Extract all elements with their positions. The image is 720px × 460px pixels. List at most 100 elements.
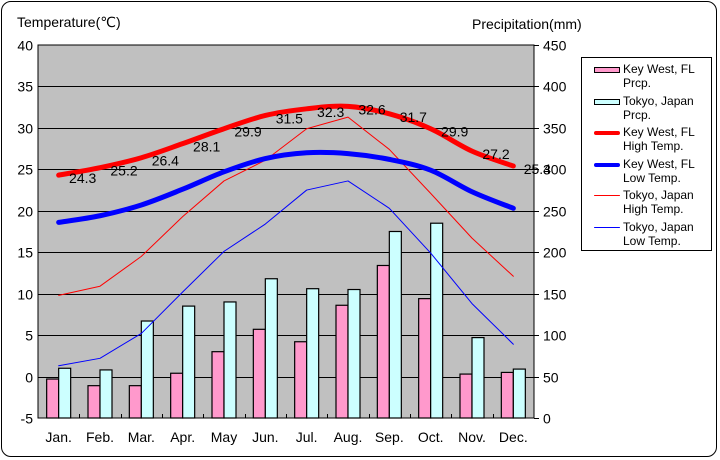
bar-tokyo-prcp	[140, 320, 154, 419]
bar-tokyo-prcp	[471, 336, 485, 419]
bar-tokyo-prcp	[264, 278, 278, 419]
legend-swatch-line	[594, 195, 620, 196]
x-tick-label: Feb.	[86, 429, 114, 445]
legend-swatch-line	[594, 226, 620, 228]
data-labels: 24.3 25.2 26.4 28.1 29.9 31.5 32.3 32.6 31.7 29.9…	[69, 101, 551, 186]
right-tick-label: 0	[543, 411, 551, 427]
left-axis-title: Temperature(℃)	[17, 14, 121, 30]
x-tick-label: Nov.	[458, 429, 486, 445]
temperature-lines	[56, 103, 516, 367]
key-west-fl-high-temp-line	[56, 103, 516, 178]
legend-swatch-line	[594, 162, 620, 167]
legend-label: High Temp.	[623, 202, 684, 216]
x-tick-label: Jan.	[45, 429, 71, 445]
key-west-fl-low-temp-line	[56, 149, 516, 225]
tokyo-japan-low-temp-line	[58, 180, 514, 367]
bar-tokyo-prcp	[58, 367, 72, 419]
legend-label: Tokyo, Japan	[623, 219, 694, 234]
bar-keywest-prcp	[211, 351, 225, 419]
legend-label: Key West, FL	[623, 62, 695, 76]
left-tick-label: 25	[17, 162, 33, 178]
x-tick-label: Apr.	[170, 429, 195, 445]
data-label-keywest-high: 27.2	[482, 146, 509, 162]
legend-item: Key West, FL Low Temp.	[582, 157, 711, 189]
left-tick-label: 15	[17, 245, 33, 261]
x-tick-label: Oct.	[418, 429, 444, 445]
legend-label: High Temp.	[623, 139, 684, 153]
bar-keywest-prcp	[170, 372, 184, 419]
right-tick-label: 100	[543, 328, 567, 344]
bar-tokyo-prcp	[430, 222, 444, 419]
right-tick-label: 150	[543, 287, 567, 303]
legend-swatch-bar	[594, 98, 620, 105]
bar-tokyo-prcp	[223, 301, 237, 419]
right-tick-label: 350	[543, 121, 567, 137]
x-tick-label: Jun.	[252, 429, 278, 445]
data-label-keywest-high: 32.3	[317, 104, 344, 120]
data-label-keywest-high: 24.3	[69, 170, 96, 186]
bar-keywest-prcp	[294, 341, 308, 419]
bar-tokyo-prcp	[182, 305, 196, 419]
legend-label: Low Temp.	[623, 233, 681, 248]
bar-keywest-prcp	[335, 304, 349, 419]
bar-keywest-prcp	[418, 298, 432, 419]
bar-keywest-prcp	[128, 385, 142, 419]
left-tick-label: 40	[17, 38, 33, 54]
x-tick-label: Sep.	[375, 429, 404, 445]
data-label-keywest-high: 25.2	[110, 163, 137, 179]
tokyo-japan-high-temp-line	[58, 116, 514, 296]
legend-item: Key West, FL Prcp.	[582, 62, 711, 94]
bar-keywest-prcp	[252, 328, 266, 419]
legend-swatch-line	[594, 131, 620, 135]
plot-area	[37, 44, 535, 419]
left-tick-label: 0	[25, 370, 33, 386]
bar-tokyo-prcp	[347, 288, 361, 419]
x-axis-ticks: Jan. Feb. Mar. Apr. May Jun. Jul. Aug. Sep. Oct. N…	[45, 414, 528, 445]
right-tick-label: 50	[543, 370, 559, 386]
legend-label: Key West, FL	[623, 156, 695, 171]
legend-label: Low Temp.	[623, 170, 681, 185]
x-tick-label: Dec.	[499, 429, 528, 445]
left-axis-ticks: 40 35 30 25 20 15 10 5 0 -5	[17, 38, 33, 427]
x-tick-label: Jul.	[296, 429, 318, 445]
data-label-keywest-high: 31.7	[400, 109, 427, 125]
bar-tokyo-prcp	[306, 288, 320, 419]
data-label-keywest-high: 31.5	[276, 110, 303, 126]
data-label-keywest-high: 32.6	[358, 101, 385, 117]
data-label-keywest-high: 25.4	[524, 161, 551, 177]
precipitation-bars	[46, 222, 526, 419]
data-label-keywest-high: 29.9	[441, 124, 468, 140]
legend-item: Key West, FL High Temp.	[582, 125, 711, 157]
bar-keywest-prcp	[46, 378, 60, 419]
right-tick-label: 250	[543, 204, 567, 220]
right-tick-label: 400	[543, 79, 567, 95]
left-tick-label: 5	[25, 328, 33, 344]
left-tick-label: 20	[17, 204, 33, 220]
bar-tokyo-prcp	[512, 368, 526, 419]
bar-keywest-prcp	[376, 264, 390, 419]
bar-tokyo-prcp	[388, 230, 402, 419]
legend-item: Tokyo, Japan Low Temp.	[582, 220, 711, 252]
right-axis-ticks: 450 400 350 300 250 200 150 100 50 0	[534, 38, 567, 427]
data-label-keywest-high: 29.9	[234, 124, 261, 140]
right-tick-label: 450	[543, 38, 567, 54]
x-tick-label: Aug.	[334, 429, 363, 445]
legend-label: Key West, FL	[623, 125, 695, 139]
legend-label: Prcp.	[623, 76, 652, 90]
gridlines	[38, 86, 534, 378]
bar-keywest-prcp	[459, 373, 473, 419]
bar-keywest-prcp	[87, 385, 101, 419]
bar-keywest-prcp	[500, 371, 514, 419]
data-label-keywest-high: 28.1	[193, 139, 220, 155]
left-tick-label: 10	[17, 287, 33, 303]
legend-item: Tokyo, Japan High Temp.	[582, 188, 711, 220]
legend-label: Tokyo, Japan	[623, 188, 694, 202]
right-tick-label: 300	[543, 162, 567, 178]
x-tick-label: May	[211, 429, 237, 445]
left-tick-label: -5	[21, 411, 34, 427]
data-label-keywest-high: 26.4	[152, 153, 179, 169]
bar-tokyo-prcp	[99, 369, 113, 419]
x-tick-label: Mar.	[128, 429, 155, 445]
legend-item: Tokyo, Japan Prcp.	[582, 94, 711, 126]
